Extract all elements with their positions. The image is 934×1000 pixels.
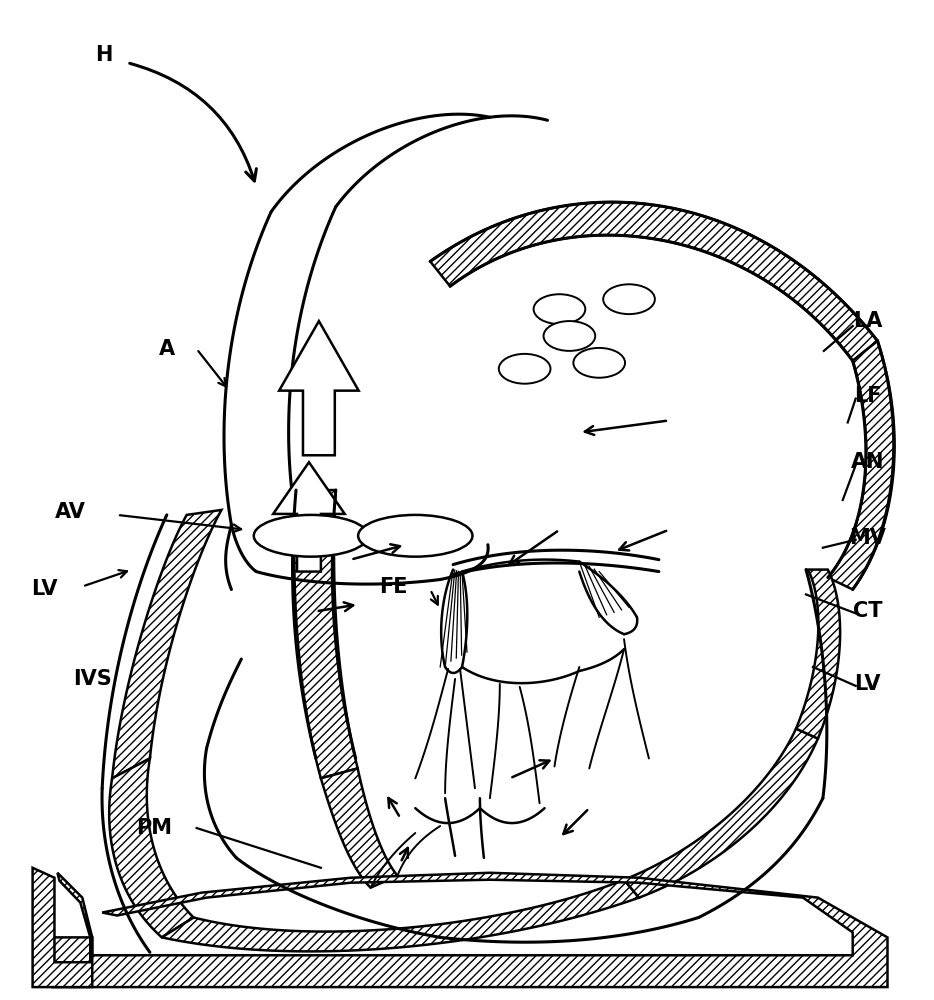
Text: H: H: [95, 45, 113, 65]
Text: PM: PM: [135, 818, 172, 838]
Text: IVS: IVS: [73, 669, 112, 689]
Ellipse shape: [358, 515, 473, 557]
Text: LF: LF: [854, 386, 882, 406]
Text: A: A: [159, 339, 175, 359]
Ellipse shape: [603, 284, 655, 314]
Text: FE: FE: [379, 577, 407, 597]
Text: LA: LA: [853, 311, 883, 331]
Polygon shape: [321, 768, 397, 888]
Ellipse shape: [533, 294, 586, 324]
Polygon shape: [162, 880, 639, 951]
Text: MV: MV: [849, 528, 886, 548]
Text: LV: LV: [31, 579, 58, 599]
Text: AV: AV: [55, 502, 86, 522]
Ellipse shape: [254, 515, 368, 557]
Text: CT: CT: [853, 601, 883, 621]
Polygon shape: [52, 873, 887, 987]
Polygon shape: [624, 729, 818, 898]
Polygon shape: [112, 510, 221, 778]
Polygon shape: [294, 490, 358, 778]
Polygon shape: [273, 462, 345, 572]
Ellipse shape: [573, 348, 625, 378]
Polygon shape: [431, 202, 878, 361]
Ellipse shape: [544, 321, 595, 351]
Polygon shape: [796, 570, 840, 739]
Polygon shape: [279, 321, 359, 455]
Polygon shape: [33, 868, 92, 987]
Polygon shape: [109, 758, 193, 937]
Ellipse shape: [499, 354, 550, 384]
Text: LV: LV: [855, 674, 881, 694]
Polygon shape: [828, 341, 895, 589]
Text: AN: AN: [851, 452, 884, 472]
